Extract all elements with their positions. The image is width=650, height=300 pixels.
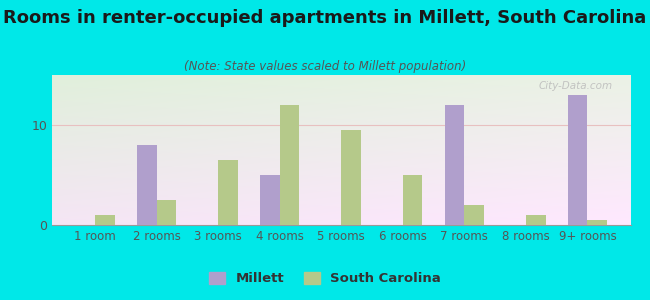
Bar	[526, 215, 545, 225]
Bar	[341, 130, 361, 225]
Bar	[464, 205, 484, 225]
Bar	[588, 220, 607, 225]
Text: Rooms in renter-occupied apartments in Millett, South Carolina: Rooms in renter-occupied apartments in M…	[3, 9, 647, 27]
Bar	[218, 160, 238, 225]
Text: (Note: State values scaled to Millett population): (Note: State values scaled to Millett po…	[184, 60, 466, 73]
Bar	[260, 175, 280, 225]
Text: City-Data.com: City-Data.com	[539, 81, 613, 91]
Bar	[157, 200, 176, 225]
Bar	[95, 215, 115, 225]
Legend: Millett, South Carolina: Millett, South Carolina	[203, 266, 447, 290]
Bar	[445, 105, 464, 225]
Bar	[403, 175, 422, 225]
Bar	[137, 145, 157, 225]
Bar	[280, 105, 300, 225]
Bar	[567, 95, 588, 225]
